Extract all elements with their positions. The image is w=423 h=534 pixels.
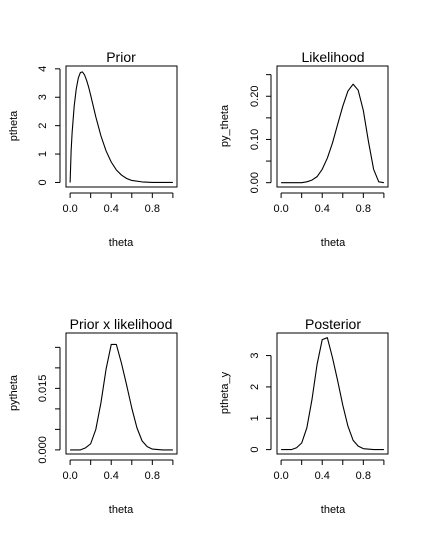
panel-likelihood: Likelihood theta py_theta 0.0 0.4 0.8 0.00 0… bbox=[219, 49, 389, 249]
panel-title: Likelihood bbox=[301, 49, 364, 65]
panel-prior-x-likelihood: Prior x likelihood theta pytheta 0.0 0.4 0… bbox=[8, 316, 178, 516]
x-tick-label: 0.4 bbox=[104, 203, 119, 215]
y-tick-label: 0.00 bbox=[249, 172, 261, 193]
x-tick-label: 0.4 bbox=[315, 203, 330, 215]
y-tick-label: 0 bbox=[37, 179, 49, 185]
series-line bbox=[281, 337, 384, 451]
panel-posterior: Posterior theta ptheta_y 0.0 0.4 0.8 0 1 2 3 bbox=[219, 316, 389, 516]
y-tick-label: 0.000 bbox=[37, 436, 49, 464]
y-tick-label: 0.20 bbox=[249, 86, 261, 107]
x-tick-label: 0.8 bbox=[356, 470, 371, 482]
y-axis-label: py_theta bbox=[219, 104, 231, 147]
x-tick-label: 0.4 bbox=[104, 470, 119, 482]
x-axis-label: theta bbox=[109, 237, 134, 249]
panel-title: Prior x likelihood bbox=[70, 316, 173, 332]
series-line bbox=[69, 71, 173, 184]
plot-frame bbox=[65, 65, 178, 188]
y-tick-label: 0 bbox=[249, 447, 261, 453]
plot-frame bbox=[65, 332, 178, 455]
series-line bbox=[70, 343, 173, 451]
y-tick-label: 3 bbox=[37, 94, 49, 100]
y-tick-label: 0.10 bbox=[249, 129, 261, 150]
y-axis-label: pytheta bbox=[8, 374, 20, 411]
x-tick-label: 0.0 bbox=[62, 203, 77, 215]
x-tick-label: 0.0 bbox=[273, 203, 288, 215]
panel-prior: Prior theta ptheta 0.0 0.4 0.8 0 1 2 3 4 bbox=[8, 49, 178, 249]
plot-frame bbox=[276, 65, 389, 188]
y-axis-label: ptheta_y bbox=[219, 371, 231, 414]
y-tick-label: 2 bbox=[249, 384, 261, 390]
panel-title: Prior bbox=[106, 49, 136, 65]
y-tick-label: 4 bbox=[37, 66, 49, 72]
x-tick-label: 0.4 bbox=[315, 470, 330, 482]
panel-title: Posterior bbox=[305, 316, 361, 332]
x-tick-label: 0.8 bbox=[145, 203, 160, 215]
x-axis-label: theta bbox=[321, 504, 346, 516]
plot-frame bbox=[276, 332, 389, 455]
y-tick-label: 1 bbox=[249, 415, 261, 421]
x-tick-label: 0.8 bbox=[356, 203, 371, 215]
x-tick-label: 0.0 bbox=[62, 470, 77, 482]
y-axis-label: ptheta bbox=[8, 110, 20, 141]
x-tick-label: 0.8 bbox=[145, 470, 160, 482]
x-axis-label: theta bbox=[109, 504, 134, 516]
series-line bbox=[281, 83, 384, 184]
y-tick-label: 0.015 bbox=[37, 375, 49, 403]
y-tick-label: 1 bbox=[37, 151, 49, 157]
x-tick-label: 0.0 bbox=[273, 470, 288, 482]
y-tick-label: 2 bbox=[37, 123, 49, 129]
x-axis-label: theta bbox=[321, 237, 346, 249]
y-tick-label: 3 bbox=[249, 353, 261, 359]
